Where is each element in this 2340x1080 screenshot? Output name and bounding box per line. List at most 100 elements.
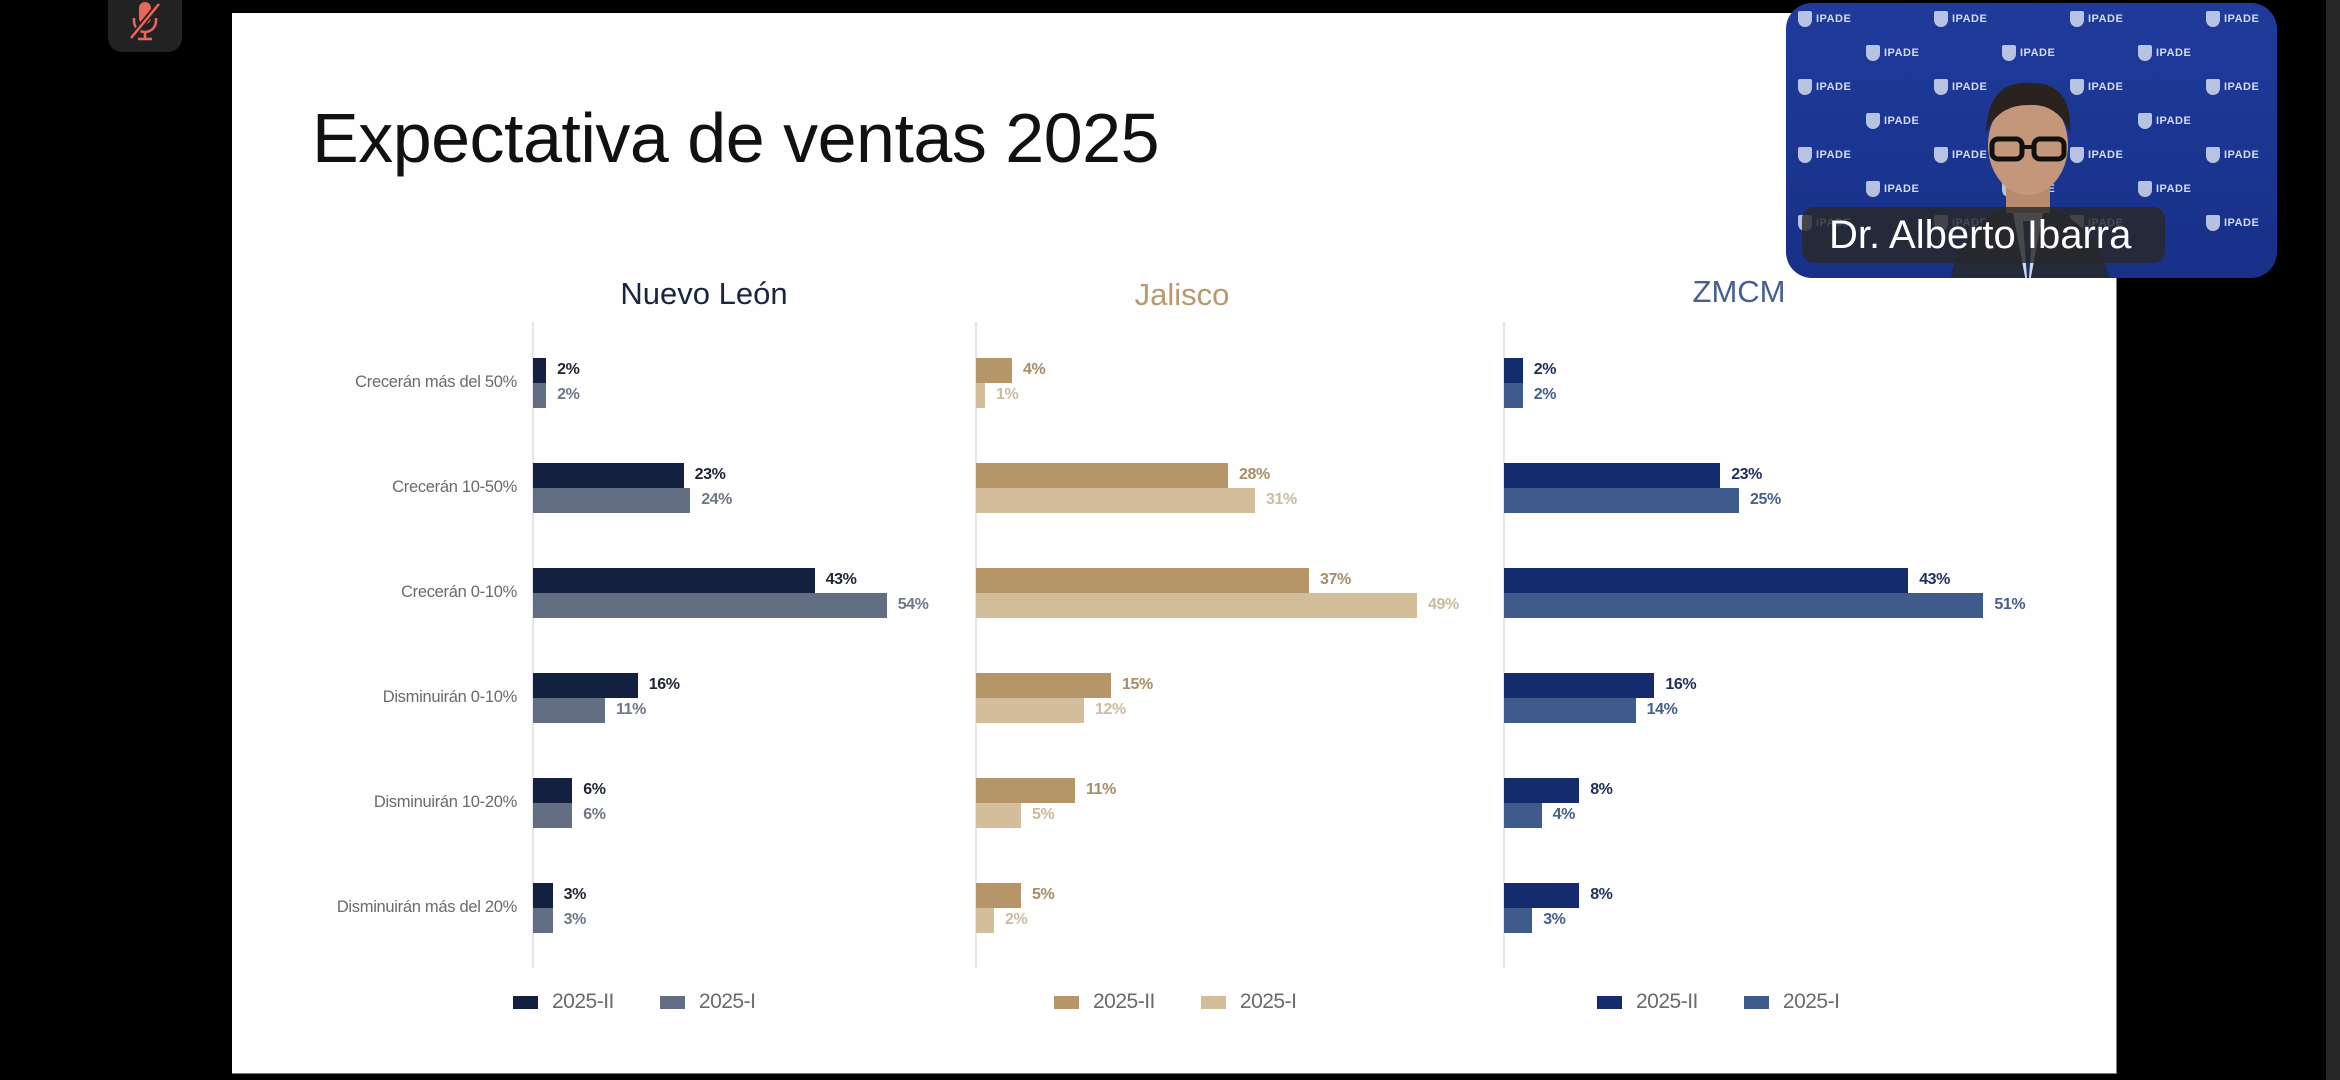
data-label: 5% xyxy=(1032,806,1055,823)
category-label: Crecerán 0-10% xyxy=(401,583,517,601)
data-label: 31% xyxy=(1266,491,1297,508)
bar-nuevo-leon-2025-ii xyxy=(533,568,815,593)
data-label: 6% xyxy=(583,806,606,823)
ipade-logo: IPADE xyxy=(2206,215,2259,231)
ipade-logo-text: IPADE xyxy=(2224,81,2260,93)
chart-axis-jalisco xyxy=(975,322,977,968)
ipade-logo: IPADE xyxy=(2002,45,2055,61)
legend-label: 2025-II xyxy=(1636,990,1698,1013)
ipade-shield-icon xyxy=(2206,147,2220,163)
chart-axis-zmcm xyxy=(1503,322,1505,968)
bar-nuevo-leon-2025-ii xyxy=(533,673,638,698)
ipade-logo-text: IPADE xyxy=(2020,47,2056,59)
ipade-logo: IPADE xyxy=(2206,11,2259,27)
ipade-shield-icon xyxy=(2138,45,2152,61)
bar-nuevo-leon-2025-i xyxy=(533,908,553,933)
data-label: 2% xyxy=(557,361,580,378)
data-label: 3% xyxy=(563,911,587,928)
bar-jalisco-2025-i xyxy=(976,803,1021,828)
data-label: 43% xyxy=(1919,571,1951,588)
bar-zmcm-2025-ii xyxy=(1504,883,1580,908)
ipade-logo: IPADE xyxy=(2070,11,2123,27)
ipade-shield-icon xyxy=(2070,147,2084,163)
ipade-shield-icon xyxy=(2070,11,2084,27)
ipade-shield-icon xyxy=(1866,181,1880,197)
ipade-shield-icon xyxy=(2002,45,2016,61)
ipade-logo: IPADE xyxy=(2206,147,2259,163)
ipade-logo: IPADE xyxy=(1866,45,1919,61)
chart-legend-zmcm: 2025-II 2025-I xyxy=(1597,990,1885,1014)
ipade-logo-text: IPADE xyxy=(2156,183,2192,195)
bar-nuevo-leon-2025-ii xyxy=(533,463,684,488)
ipade-logo: IPADE xyxy=(1798,79,1851,95)
ipade-logo: IPADE xyxy=(1934,11,1987,27)
data-label: 24% xyxy=(701,491,733,508)
ipade-logo: IPADE xyxy=(2206,79,2259,95)
bar-zmcm-2025-ii xyxy=(1504,358,1523,383)
ipade-logo-text: IPADE xyxy=(1884,47,1920,59)
ipade-logo: IPADE xyxy=(1934,147,1987,163)
ipade-logo-text: IPADE xyxy=(1884,115,1920,127)
data-label: 54% xyxy=(897,596,929,613)
ipade-logo-text: IPADE xyxy=(2156,115,2192,127)
mute-microphone-button[interactable] xyxy=(108,0,182,52)
ipade-logo-text: IPADE xyxy=(1952,149,1988,161)
data-label: 43% xyxy=(825,571,857,588)
category-label: Crecerán más del 50% xyxy=(355,373,517,391)
data-label: 14% xyxy=(1646,701,1678,718)
data-label: 16% xyxy=(1665,676,1697,693)
legend-swatch xyxy=(1597,995,1622,1009)
ipade-logo: IPADE xyxy=(2138,45,2191,61)
ipade-logo-text: IPADE xyxy=(2088,13,2124,25)
data-label: 49% xyxy=(1428,596,1459,613)
data-label: 3% xyxy=(563,886,587,903)
bar-nuevo-leon-2025-i xyxy=(533,383,547,408)
legend-label: 2025-I xyxy=(698,990,756,1013)
chart-title-zmcm: ZMCM xyxy=(1692,274,1786,309)
bar-nuevo-leon-2025-i xyxy=(533,593,887,618)
ipade-logo: IPADE xyxy=(2070,79,2123,95)
data-label: 28% xyxy=(1239,466,1270,483)
ipade-logo-text: IPADE xyxy=(2156,47,2192,59)
category-label: Disminuirán 10-20% xyxy=(373,793,517,811)
bar-nuevo-leon-2025-ii xyxy=(533,883,553,908)
legend-label: 2025-I xyxy=(1239,990,1297,1013)
data-label: 3% xyxy=(1543,911,1566,928)
ipade-shield-icon xyxy=(1866,113,1880,129)
bar-nuevo-leon-2025-i xyxy=(533,803,573,828)
ipade-logo: IPADE xyxy=(1798,11,1851,27)
ipade-logo: IPADE xyxy=(1798,147,1851,163)
ipade-logo-text: IPADE xyxy=(1952,81,1988,93)
data-label: 8% xyxy=(1590,886,1613,903)
category-label: Crecerán 10-50% xyxy=(392,478,517,496)
bar-jalisco-2025-ii xyxy=(976,463,1228,488)
ipade-shield-icon xyxy=(2070,79,2084,95)
data-label: 23% xyxy=(1731,466,1763,483)
data-label: 2% xyxy=(1533,361,1557,378)
data-label: 6% xyxy=(583,781,606,798)
data-label: 37% xyxy=(1320,571,1351,588)
data-label: 2% xyxy=(1533,386,1557,403)
participant-video-tile[interactable]: IPADE IPADE IPADE IPADE IPADE IPADE IPADE IPADE… xyxy=(1786,3,2277,278)
bar-jalisco-2025-i xyxy=(976,383,985,408)
ipade-shield-icon xyxy=(2138,113,2152,129)
microphone-muted-icon xyxy=(128,2,162,41)
legend-swatch xyxy=(1743,995,1769,1009)
legend-swatch xyxy=(1054,995,1079,1009)
ipade-logo-text: IPADE xyxy=(1816,81,1852,93)
bar-jalisco-2025-i xyxy=(976,488,1255,513)
ipade-logo: IPADE xyxy=(2070,147,2123,163)
ipade-shield-icon xyxy=(2206,79,2220,95)
bar-nuevo-leon-2025-ii xyxy=(533,778,573,803)
data-label: 23% xyxy=(694,466,726,483)
category-label: Disminuirán más del 20% xyxy=(336,898,517,916)
category-label: Disminuirán 0-10% xyxy=(382,688,518,706)
ipade-shield-icon xyxy=(2206,11,2220,27)
data-label: 5% xyxy=(1032,886,1055,903)
data-label: 12% xyxy=(1095,701,1126,718)
data-label: 1% xyxy=(996,386,1019,403)
ipade-logo: IPADE xyxy=(2138,181,2191,197)
bar-nuevo-leon-2025-i xyxy=(533,488,691,513)
data-label: 4% xyxy=(1552,806,1576,823)
ipade-logo-text: IPADE xyxy=(1952,13,1988,25)
